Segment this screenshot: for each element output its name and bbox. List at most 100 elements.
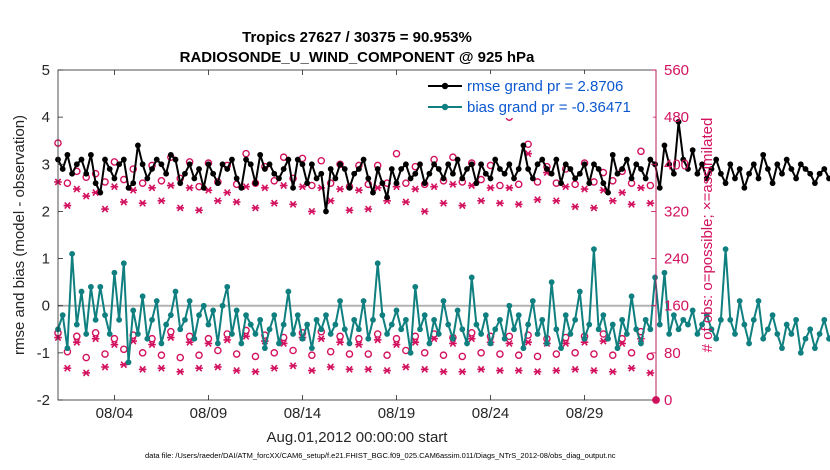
rmse-point (760, 151, 767, 158)
obs-star-stroke (487, 184, 494, 192)
possible-obs-point (392, 334, 401, 343)
obs-star-stroke (459, 368, 466, 376)
rmse-point (459, 175, 466, 182)
left-y-tick-label: 2 (42, 203, 50, 220)
assimilated-obs-point (82, 369, 91, 377)
obs-star-stroke (280, 181, 287, 190)
rmse-point (619, 166, 626, 172)
rmse-point (807, 170, 814, 177)
bias-point (158, 340, 165, 347)
rmse-point (341, 166, 348, 172)
assimilated-obs-point (458, 368, 467, 376)
rmse-point (299, 161, 306, 168)
assimilated-obs-point (496, 366, 504, 375)
rmse-point (769, 180, 776, 187)
assimilated-obs-point (232, 366, 241, 375)
bias-point (572, 316, 579, 323)
assimilated-obs-point (195, 206, 203, 214)
assimilated-obs-point (345, 206, 354, 214)
obs-star-stroke (242, 332, 250, 340)
right-y-tick-label: 480 (664, 109, 689, 126)
rmse-point (294, 156, 301, 163)
obs-star-stroke (421, 207, 428, 215)
obs-star-stroke (365, 365, 372, 373)
bias-point (318, 326, 325, 333)
bias-point (529, 298, 536, 304)
bias-point (276, 340, 282, 347)
rmse-point (685, 166, 691, 172)
possible-obs-point (232, 350, 241, 358)
rmse-point (313, 175, 320, 182)
obs-star-stroke (618, 189, 626, 197)
bias-point (421, 312, 428, 319)
assimilated-obs-point (176, 368, 185, 376)
bias-point (826, 335, 830, 342)
bias-point (746, 340, 752, 347)
rmse-point (788, 166, 795, 172)
rmse-point (750, 161, 757, 168)
assimilated-obs-point (223, 336, 232, 344)
obs-star-stroke (524, 338, 532, 346)
bias-point (210, 307, 217, 314)
bias-point (473, 321, 480, 328)
bias-point (97, 283, 104, 290)
assimilated-obs-point (627, 200, 636, 208)
assimilated-obs-point (590, 204, 598, 212)
obs-star-stroke (515, 366, 522, 375)
obs-star-stroke (280, 339, 287, 347)
right-y-tick-label: 80 (664, 345, 681, 362)
x-tick-label: 08/04 (96, 405, 134, 422)
rmse-point (520, 142, 527, 149)
rmse-point (487, 175, 494, 182)
obs-star-stroke (449, 339, 457, 347)
obs-star-stroke (637, 184, 645, 192)
rmse-point (506, 161, 513, 168)
rmse-point (125, 184, 132, 191)
bias-point (374, 260, 381, 267)
bias-point (285, 288, 292, 295)
obs-star-stroke (477, 365, 485, 373)
bias-point (454, 307, 461, 314)
rmse-point (360, 156, 367, 163)
assimilated-obs-point (101, 205, 109, 213)
obs-star-stroke (111, 341, 118, 349)
bias-point (238, 340, 245, 347)
bias-point (689, 307, 696, 314)
x-tick-label: 08/19 (378, 405, 416, 422)
obs-star-stroke (553, 197, 560, 205)
bias-point (271, 312, 278, 319)
rmse-point (497, 166, 503, 172)
rmse-point (567, 166, 574, 172)
rmse-point (699, 161, 705, 168)
rmse-point (600, 180, 607, 187)
legend: rmse grand pr = 2.8706 bias grand pr = -… (423, 74, 653, 118)
assimilated-obs-point (308, 207, 316, 215)
bias-point (266, 326, 273, 333)
rmse-point (454, 156, 461, 163)
assimilated-obs-point (242, 332, 250, 340)
rmse-point (370, 189, 376, 196)
rmse-point (88, 151, 94, 158)
rmse-point (393, 180, 400, 187)
assimilated-obs-point (129, 186, 138, 194)
rmse-point (468, 161, 475, 168)
assimilated-obs-point (552, 366, 561, 375)
assimilated-obs-point (336, 338, 344, 346)
possible-obs-point (364, 350, 373, 358)
bias-point (407, 349, 414, 356)
rmse-point (318, 170, 325, 177)
assimilated-obs-point (364, 365, 373, 373)
assimilated-obs-point (496, 199, 504, 207)
legend-bias-label: bias grand pr = -0.36471 (467, 99, 631, 116)
rmse-point (285, 156, 292, 163)
bias-point (393, 307, 400, 314)
possible-obs-point (289, 346, 297, 355)
bias-point (341, 326, 348, 333)
rmse-point (529, 175, 536, 182)
bias-point (567, 331, 574, 337)
rmse-point (266, 161, 273, 168)
bias-point (294, 312, 301, 319)
possible-obs-point (308, 351, 316, 360)
possible-obs-point (317, 156, 326, 165)
